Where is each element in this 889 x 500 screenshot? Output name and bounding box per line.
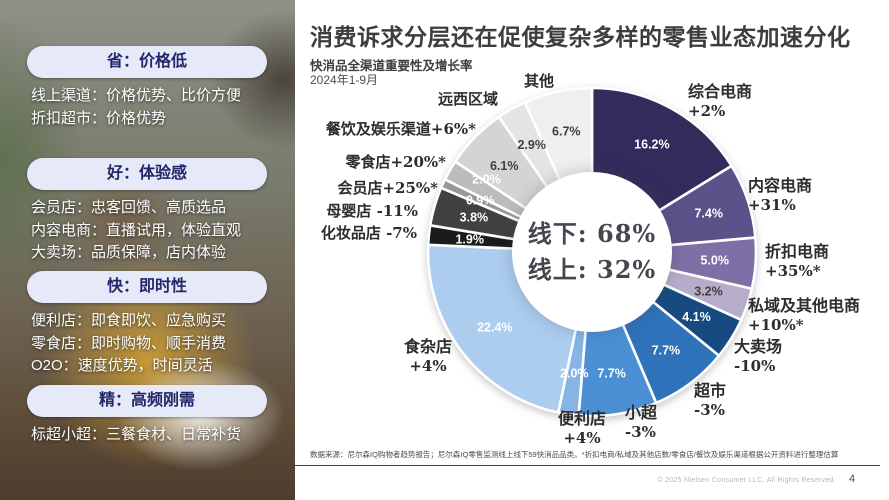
channel-name: 食杂店 xyxy=(403,339,452,356)
channel-name: 折扣电商 xyxy=(765,244,830,261)
channel-label-8: 食杂店 +4% xyxy=(399,338,457,376)
channel-label-2: 折扣电商 +35%* xyxy=(765,243,885,281)
slice-pct-0: 16.2% xyxy=(634,138,669,152)
channel-name: 会员店 xyxy=(337,180,383,197)
channel-label-15: 其他 xyxy=(524,72,568,91)
slice-pct-7: 2.0% xyxy=(560,367,589,381)
channel-growth: -10% xyxy=(734,357,776,375)
channel-label-11: 会员店+25%* xyxy=(328,179,438,198)
section-lines: 标超小超：三餐食材、日常补货 xyxy=(31,424,289,447)
channel-name: 餐饮及娱乐渠道 xyxy=(325,121,431,138)
channel-growth: +2% xyxy=(688,102,726,120)
channel-label-0: 综合电商 +2% xyxy=(688,83,808,121)
section-line: 便利店：即食即饮、应急购买 xyxy=(31,312,227,329)
slice-pct-2: 5.0% xyxy=(700,254,729,268)
channel-growth: -7% xyxy=(380,224,417,242)
slice-pct-1: 7.4% xyxy=(694,206,723,220)
channel-label-7: 便利店 +4% xyxy=(550,410,614,448)
section-line: 线上渠道：价格优势、比价方便 xyxy=(31,87,242,104)
section-line: O2O：速度优势，时间灵活 xyxy=(31,357,213,374)
channel-name: 便利店 xyxy=(557,411,606,428)
channel-label-13: 餐饮及娱乐渠道+6%* xyxy=(316,120,476,139)
channel-growth: -3% xyxy=(694,401,725,419)
channel-name: 化妆品店 xyxy=(320,225,381,242)
channel-label-5: 超市 -3% xyxy=(694,382,774,420)
slice-pct-8: 22.4% xyxy=(477,320,512,334)
slice-pct-11: 0.9% xyxy=(466,194,495,208)
channel-name: 综合电商 xyxy=(688,84,753,101)
channel-name: 大卖场 xyxy=(734,339,783,356)
slice-pct-15: 6.7% xyxy=(552,125,581,139)
photo-panel: 省：价格低线上渠道：价格优势、比价方便 折扣超市：价格优势好：体验感会员店：忠客回… xyxy=(0,0,295,500)
section-lines: 线上渠道：价格优势、比价方便 折扣超市：价格优势 xyxy=(31,85,289,130)
section-lines: 会员店：忠客回馈、高质选品 内容电商：直播试用，体验直观 大卖场：品质保障，店内体验 xyxy=(31,197,289,265)
slice-pct-4: 4.1% xyxy=(682,310,711,324)
channel-label-12: 零食店+20%* xyxy=(336,153,446,172)
channel-growth: +4% xyxy=(563,429,601,447)
section-header-pill: 精：高频刚需 xyxy=(27,385,267,417)
chart-period: 2024年1-9月 xyxy=(310,73,379,87)
channel-label-9: 化妆品店 -7% xyxy=(317,224,417,243)
channel-name: 母婴店 xyxy=(326,203,372,220)
channel-label-14: 远西区域 xyxy=(438,90,508,109)
benefit-section-0: 省：价格低线上渠道：价格优势、比价方便 折扣超市：价格优势 xyxy=(0,46,295,130)
data-source-footnote: 数据来源：尼尔森IQ购物者趋势报告；尼尔森IQ零售监测线上线下59快消品品类。*… xyxy=(310,450,839,459)
section-line: 会员店：忠客回馈、高质选品 xyxy=(31,199,227,216)
slice-pct-14: 2.9% xyxy=(517,138,546,152)
channel-growth: -3% xyxy=(625,423,656,441)
section-line: 零食店：即时购物、顺手消费 xyxy=(31,334,227,352)
channel-growth: +10%* xyxy=(748,316,804,334)
copyright-text: © 2025 Nielsen Consumer LLC. All Rights … xyxy=(657,477,836,484)
page-number: 4 xyxy=(849,473,856,485)
section-header-pill: 省：价格低 xyxy=(27,46,267,78)
channel-label-4: 大卖场 -10% xyxy=(734,338,834,376)
section-header-pill: 好：体验感 xyxy=(27,158,267,190)
section-lines: 便利店：即食即饮、应急购买 零食店：即时购物、顺手消费 O2O：速度优势，时间灵活 xyxy=(31,310,289,378)
channel-growth: -11% xyxy=(371,202,418,220)
section-line: 内容电商：直播试用，体验直观 xyxy=(31,221,242,239)
benefit-section-1: 好：体验感会员店：忠客回馈、高质选品 内容电商：直播试用，体验直观 大卖场：品质保障… xyxy=(0,158,295,265)
page-title: 消费诉求分层还在促使复杂多样的零售业态加速分化 xyxy=(310,24,851,50)
slice-pct-9: 1.9% xyxy=(455,232,484,246)
slice-pct-13: 6.1% xyxy=(490,159,519,173)
channel-label-10: 母婴店 -11% xyxy=(318,202,418,221)
chart-subtitle: 快消品全渠道重要性及增长率 xyxy=(310,59,473,73)
slice-pct-5: 7.7% xyxy=(652,343,681,357)
channel-name: 超市 xyxy=(694,383,727,400)
footer-divider xyxy=(295,465,880,466)
slice-pct-12: 2.0% xyxy=(472,173,501,187)
channel-name: 私域及其他电商 xyxy=(748,298,861,315)
benefit-section-3: 精：高频刚需标超小超：三餐食材、日常补货 xyxy=(0,385,295,447)
channel-name: 零食店 xyxy=(345,154,391,171)
offline-share: 线下: 68% xyxy=(527,219,657,248)
slice-pct-3: 3.2% xyxy=(694,285,723,299)
channel-label-3: 私域及其他电商 +10%* xyxy=(748,297,883,335)
channel-growth: +4% xyxy=(409,357,447,375)
online-share: 线上: 32% xyxy=(527,255,657,284)
channel-growth: +20%* xyxy=(390,153,446,171)
slice-pct-6: 7.7% xyxy=(597,366,626,380)
slice-pct-10: 3.8% xyxy=(460,211,489,225)
section-line: 标超小超：三餐食材、日常补货 xyxy=(31,426,242,443)
channel-name: 其他 xyxy=(524,73,555,90)
channel-growth: +6%* xyxy=(430,120,476,138)
channel-name: 小超 xyxy=(625,405,658,422)
channel-growth: +25%* xyxy=(382,179,438,197)
section-header-pill: 快：即时性 xyxy=(27,271,267,303)
benefit-section-2: 快：即时性便利店：即食即饮、应急购买 零食店：即时购物、顺手消费 O2O：速度优势，… xyxy=(0,271,295,378)
channel-label-1: 内容电商 +31% xyxy=(748,177,868,215)
channel-label-6: 小超 -3% xyxy=(625,404,685,442)
section-line: 折扣超市：价格优势 xyxy=(31,109,167,127)
channel-growth: +31% xyxy=(748,196,796,214)
channel-name: 远西区域 xyxy=(438,91,499,108)
section-line: 大卖场：品质保障，店内体验 xyxy=(31,244,227,261)
donut-center: 线下: 68% 线上: 32% xyxy=(512,172,672,332)
channel-growth: +35%* xyxy=(765,262,821,280)
channel-name: 内容电商 xyxy=(748,178,813,195)
